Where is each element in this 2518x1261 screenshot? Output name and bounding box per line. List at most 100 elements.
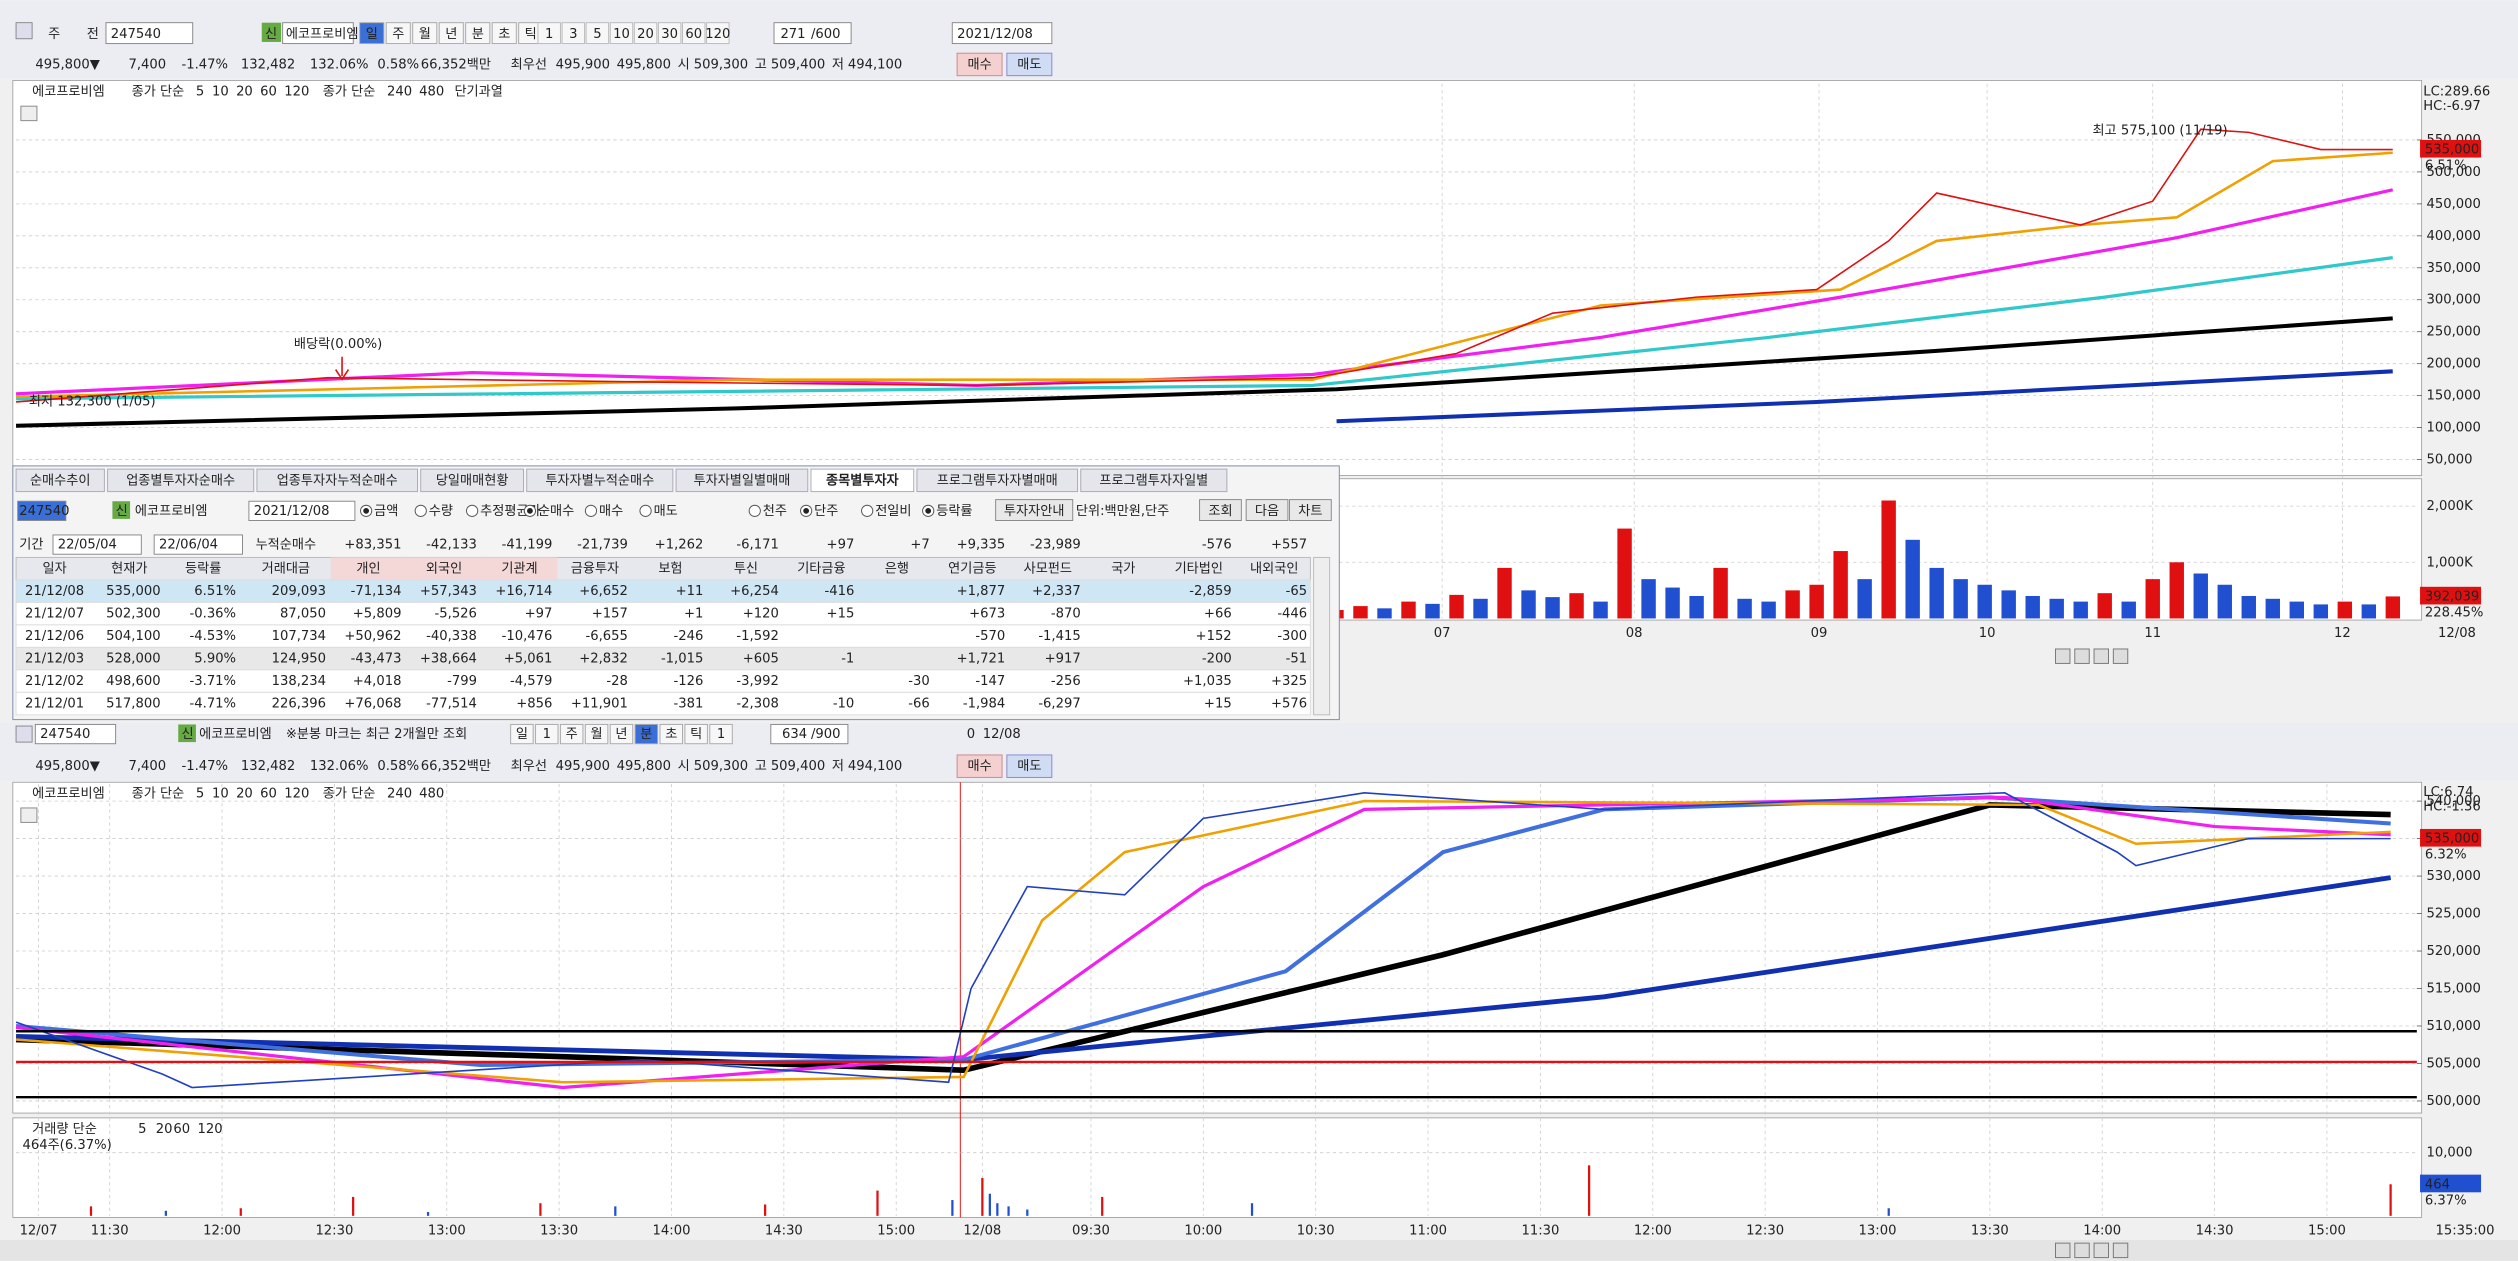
unit-label[interactable]: 틱 bbox=[690, 726, 702, 742]
unit-button[interactable] bbox=[438, 22, 464, 45]
unit-button[interactable] bbox=[684, 723, 708, 745]
unit-label[interactable]: 분 bbox=[472, 27, 484, 42]
step-label[interactable]: 30 bbox=[661, 27, 678, 42]
step-label[interactable]: 10 bbox=[613, 27, 630, 42]
next-label[interactable]: 다음 bbox=[1255, 503, 1279, 519]
step-button[interactable] bbox=[585, 22, 610, 45]
unit-button[interactable] bbox=[412, 22, 438, 45]
sell-button[interactable] bbox=[1006, 52, 1053, 77]
chart-icon[interactable] bbox=[20, 105, 38, 122]
tab[interactable] bbox=[256, 468, 419, 493]
radio[interactable] bbox=[584, 504, 598, 517]
unit-button[interactable] bbox=[609, 723, 634, 745]
date-box[interactable] bbox=[248, 500, 356, 521]
sell-button[interactable] bbox=[1006, 754, 1053, 778]
next-button[interactable] bbox=[1245, 499, 1289, 521]
step-button[interactable] bbox=[561, 22, 586, 45]
tab[interactable] bbox=[15, 468, 105, 493]
unit-label[interactable]: 년 bbox=[445, 26, 457, 42]
tab[interactable] bbox=[810, 468, 915, 493]
radio-label[interactable]: 수량 bbox=[429, 503, 453, 519]
code-input[interactable] bbox=[105, 22, 194, 45]
radio[interactable] bbox=[466, 504, 479, 517]
scroll-button[interactable] bbox=[2055, 1242, 2071, 1259]
unit-button[interactable] bbox=[559, 723, 584, 745]
guide-button[interactable] bbox=[995, 499, 1074, 521]
step-button[interactable] bbox=[537, 22, 561, 45]
sell-label[interactable]: 매도 bbox=[1017, 758, 1041, 774]
unit-label[interactable]: 틱 bbox=[525, 26, 537, 42]
radio[interactable] bbox=[639, 504, 652, 517]
unit-label[interactable]: 월 bbox=[591, 726, 603, 742]
tab[interactable] bbox=[420, 468, 524, 493]
scroll-button[interactable] bbox=[2093, 1242, 2109, 1259]
query-button[interactable] bbox=[1199, 499, 1242, 521]
step-label[interactable]: 3 bbox=[569, 27, 577, 42]
unit-label[interactable]: 일 bbox=[366, 26, 378, 42]
tab-label[interactable]: 종목별투자자 bbox=[826, 472, 899, 488]
tab[interactable] bbox=[1080, 468, 1228, 493]
tab-label[interactable]: 투자자별누적순매수 bbox=[545, 472, 654, 488]
radio-label[interactable]: 전일비 bbox=[875, 503, 911, 519]
toolbar-button[interactable]: 전 bbox=[87, 26, 99, 42]
radio[interactable] bbox=[748, 504, 761, 517]
unit-button[interactable] bbox=[584, 723, 609, 745]
step-button[interactable] bbox=[609, 22, 634, 45]
unit-button[interactable] bbox=[709, 723, 733, 745]
step-label[interactable]: 60 bbox=[685, 27, 702, 42]
tab-label[interactable]: 프로그램투자자별매매 bbox=[937, 472, 1058, 488]
step-button[interactable] bbox=[706, 22, 730, 45]
unit-button[interactable] bbox=[465, 22, 491, 45]
unit-button[interactable] bbox=[634, 723, 659, 745]
tab[interactable] bbox=[675, 468, 809, 493]
buy-label[interactable]: 매수 bbox=[967, 56, 991, 72]
radio-label[interactable]: 매수 bbox=[599, 503, 623, 519]
unit-label[interactable]: 년 bbox=[615, 726, 627, 742]
stock-code[interactable]: 247540 bbox=[40, 727, 90, 742]
stock-code[interactable]: 247540 bbox=[111, 27, 161, 42]
tab-label[interactable]: 업종별투자자순매수 bbox=[126, 472, 235, 488]
unit-button[interactable] bbox=[535, 723, 559, 745]
table-scrollbar[interactable] bbox=[1313, 556, 1331, 716]
code-input[interactable] bbox=[34, 723, 117, 745]
scroll-button[interactable] bbox=[2074, 648, 2090, 664]
sell-label[interactable]: 매도 bbox=[1017, 56, 1041, 72]
radio-label[interactable]: 단주 bbox=[814, 503, 838, 519]
unit-button[interactable] bbox=[491, 22, 517, 45]
tab-label[interactable]: 투자자별일별매매 bbox=[693, 472, 790, 488]
scroll-button[interactable] bbox=[2093, 648, 2109, 664]
step-label[interactable]: 120 bbox=[705, 27, 730, 42]
tab-label[interactable]: 업종투자자누적순매수 bbox=[277, 472, 398, 488]
radio[interactable] bbox=[861, 504, 874, 517]
unit-label[interactable]: 일 bbox=[516, 726, 528, 742]
code-input[interactable] bbox=[17, 500, 67, 521]
buy-button[interactable] bbox=[956, 52, 1003, 77]
scroll-button[interactable] bbox=[2055, 648, 2071, 664]
to-date[interactable] bbox=[153, 534, 243, 555]
step-button[interactable] bbox=[633, 22, 658, 45]
buy-label[interactable]: 매수 bbox=[967, 758, 991, 774]
tab-label[interactable]: 순매수추이 bbox=[30, 472, 91, 488]
tab[interactable] bbox=[107, 468, 255, 493]
date[interactable]: 2021/12/08 bbox=[957, 27, 1033, 42]
unit-button[interactable] bbox=[385, 22, 411, 45]
unit-label[interactable]: 주 bbox=[392, 27, 404, 42]
query-label[interactable]: 조회 bbox=[1208, 503, 1232, 519]
unit-label[interactable]: 주 bbox=[566, 727, 578, 742]
unit-label[interactable]: 1 bbox=[717, 727, 725, 742]
radio-label[interactable]: 순매수 bbox=[538, 503, 574, 519]
to-date-text[interactable]: 22/06/04 bbox=[159, 538, 218, 553]
tab-label[interactable]: 당일매매현황 bbox=[436, 472, 509, 488]
unit-label[interactable]: 초 bbox=[665, 727, 677, 742]
unit-label[interactable]: 1 bbox=[543, 727, 551, 742]
chart-button[interactable] bbox=[1289, 499, 1332, 521]
radio-label[interactable]: 금액 bbox=[374, 503, 398, 519]
step-label[interactable]: 5 bbox=[593, 27, 601, 42]
unit-button[interactable] bbox=[510, 723, 534, 745]
unit-label[interactable]: 초 bbox=[498, 27, 510, 42]
unit-label[interactable]: 분 bbox=[640, 727, 652, 742]
unit-button[interactable] bbox=[659, 723, 683, 745]
scroll-button[interactable] bbox=[2074, 1242, 2090, 1259]
step-label[interactable]: 1 bbox=[545, 27, 553, 42]
toolbar-button[interactable]: 주 bbox=[48, 27, 60, 42]
